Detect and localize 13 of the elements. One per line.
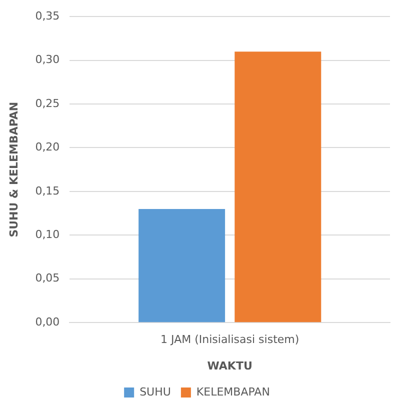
legend-label: KELEMBAPAN [196, 385, 270, 398]
y-tick-label: 0,00 [35, 315, 60, 328]
y-tick-label: 0,15 [35, 184, 60, 198]
x-tick-label: 1 JAM (Inisialisasi sistem) [160, 333, 300, 346]
y-tick-label: 0,35 [35, 9, 60, 22]
y-axis-title: SUHU & KELEMBAPAN [7, 102, 20, 238]
y-tick-label: 0,20 [35, 140, 60, 154]
y-tick-label: 0,30 [35, 53, 60, 66]
legend-label: SUHU [140, 385, 171, 398]
x-axis-title: WAKTU [207, 359, 252, 372]
y-tick-label: 0,10 [35, 228, 60, 242]
y-tick-label: 0,25 [35, 96, 60, 110]
y-tick-label: 0,05 [35, 272, 60, 285]
